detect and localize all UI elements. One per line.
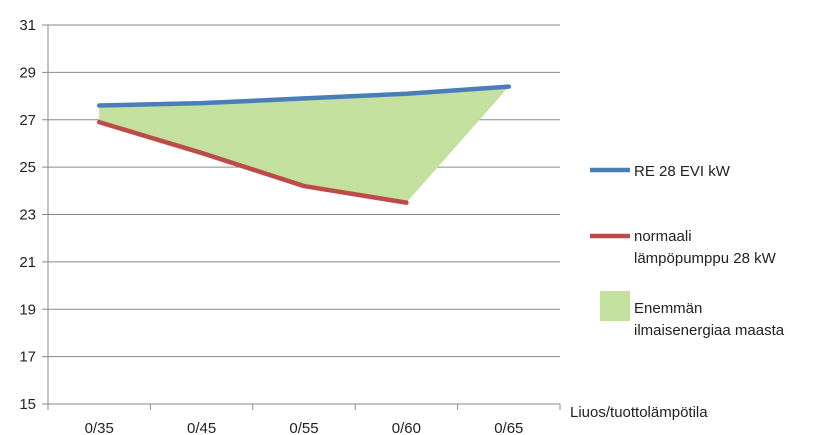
y-tick-label: 15 [19, 396, 36, 413]
x-tick-label: 0/55 [289, 420, 318, 435]
x-axis-label: Liuos/tuottolämpötila [570, 404, 708, 421]
legend: RE 28 EVI kW normaali lämpöpumppu 28 kW Ene… [590, 163, 785, 339]
legend-swatch-area [600, 291, 630, 321]
legend-label-area: Enemmän [634, 300, 702, 317]
difference-area-layer [99, 86, 509, 203]
legend-label-re28evi: RE 28 EVI kW [634, 163, 731, 180]
y-tick-label: 21 [19, 254, 36, 271]
x-tick-label: 0/45 [187, 420, 216, 435]
x-tick-label: 0/65 [494, 420, 523, 435]
y-tick-label: 29 [19, 64, 36, 81]
legend-label-normaali: lämpöpumppu 28 kW [634, 250, 777, 267]
y-tick-label: 23 [19, 207, 36, 224]
y-tick-label: 27 [19, 112, 36, 129]
legend-label-area: ilmaisenergiaa maasta [634, 322, 785, 339]
gridlines [42, 24, 560, 405]
y-tick-label: 31 [19, 17, 36, 34]
y-tick-labels: 15 17 19 21 23 25 27 29 31 [19, 17, 36, 413]
axes [47, 25, 561, 410]
y-tick-label: 19 [19, 301, 36, 318]
y-tick-label: 25 [19, 159, 36, 176]
series-layer [96, 84, 512, 205]
y-tick-label: 17 [19, 349, 36, 366]
legend-label-normaali: normaali [634, 228, 692, 245]
series-line-normaali [96, 119, 409, 205]
x-tick-label: 0/60 [392, 420, 421, 435]
x-tick-labels: 0/35 0/45 0/55 0/60 0/65 [85, 420, 524, 435]
difference-area [99, 86, 509, 203]
series-line-re28evi [96, 84, 512, 108]
x-tick-label: 0/35 [85, 420, 114, 435]
